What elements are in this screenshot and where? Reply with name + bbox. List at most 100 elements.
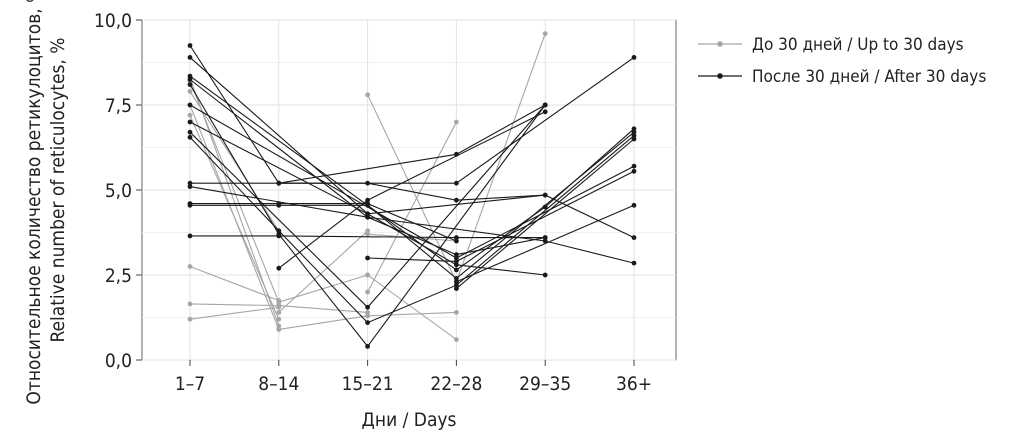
x-tick-label: 1–7 xyxy=(175,373,205,395)
data-point xyxy=(276,265,282,271)
series-line xyxy=(278,274,368,303)
data-point xyxy=(365,228,370,234)
data-point xyxy=(187,89,193,94)
x-axis-title: Дни / Days xyxy=(362,409,457,431)
data-point xyxy=(276,180,282,186)
data-point xyxy=(454,180,459,186)
data-point xyxy=(454,238,459,244)
y-axis: 0,0 2,5 5,0 7,5 10,0 xyxy=(94,10,142,372)
data-point xyxy=(187,73,193,79)
series-line xyxy=(189,306,279,320)
data-point xyxy=(365,255,370,261)
data-point xyxy=(631,260,637,266)
data-point xyxy=(454,337,459,342)
x-tick-label: 36+ xyxy=(616,373,652,395)
data-point xyxy=(276,316,282,322)
data-point xyxy=(187,112,193,118)
series-line xyxy=(367,94,457,283)
data-point xyxy=(631,163,637,169)
data-point xyxy=(276,202,282,208)
x-tick-label: 15–21 xyxy=(342,373,394,395)
legend-label-up-to-30: До 30 дней / Up to 30 days xyxy=(752,35,964,55)
series-line xyxy=(278,230,368,313)
data-point xyxy=(187,233,193,239)
y-axis-title-line2: Relative number of reticulocytes, % xyxy=(47,37,69,342)
data-point xyxy=(365,310,370,315)
data-point xyxy=(365,304,370,310)
legend-label-after-30: После 30 дней / After 30 days xyxy=(752,67,986,87)
data-point xyxy=(542,109,548,115)
series-line xyxy=(189,91,280,232)
data-point xyxy=(276,228,282,234)
data-point xyxy=(631,202,637,208)
data-point xyxy=(187,55,193,60)
data-point xyxy=(454,255,459,261)
data-point xyxy=(454,262,459,268)
data-point xyxy=(631,55,637,60)
data-point xyxy=(454,286,459,291)
data-point xyxy=(365,313,370,319)
data-point xyxy=(276,233,282,239)
series-line xyxy=(455,33,546,282)
series-line xyxy=(190,203,457,242)
series-line xyxy=(456,138,635,290)
y-tick-label: 0,0 xyxy=(105,350,132,372)
data-point xyxy=(365,231,370,237)
data-point xyxy=(542,31,548,36)
legend-marker-up-to-30 xyxy=(717,41,723,47)
data-point xyxy=(276,299,282,305)
data-point xyxy=(542,102,548,108)
data-point xyxy=(276,303,282,308)
data-point xyxy=(454,252,459,257)
x-axis: 1–7 8–14 15–21 22–28 29–35 36+ xyxy=(175,360,652,395)
data-point xyxy=(631,235,637,241)
data-point xyxy=(365,202,370,208)
data-point xyxy=(365,214,370,220)
data-point xyxy=(631,129,637,135)
x-tick-label: 29–35 xyxy=(519,373,571,395)
data-point xyxy=(454,235,459,241)
series-line xyxy=(190,235,546,239)
data-point xyxy=(187,316,193,322)
data-point xyxy=(454,197,459,203)
y-tick-label: 5,0 xyxy=(105,180,132,202)
data-point xyxy=(365,92,370,98)
data-point xyxy=(454,119,459,125)
data-point xyxy=(454,151,459,157)
data-point xyxy=(187,184,193,190)
series-line xyxy=(189,84,546,348)
data-point xyxy=(454,276,459,281)
data-point xyxy=(542,272,548,278)
data-point xyxy=(454,279,459,285)
data-point xyxy=(187,119,193,125)
data-point xyxy=(542,192,548,198)
series-line xyxy=(278,305,368,313)
data-point xyxy=(187,129,193,135)
series-line xyxy=(189,79,635,264)
data-point xyxy=(365,211,370,217)
series-line xyxy=(189,80,280,303)
data-point xyxy=(187,102,193,108)
data-point xyxy=(454,267,459,273)
data-point xyxy=(187,82,193,87)
series-line xyxy=(189,265,279,302)
data-point xyxy=(454,282,459,288)
data-point xyxy=(631,126,637,132)
data-point xyxy=(187,180,193,186)
data-point xyxy=(276,327,282,332)
data-point xyxy=(542,238,548,244)
y-axis-title-line1: Относительное количество ретикулоцитов, … xyxy=(23,0,45,405)
y-tick-label: 7,5 xyxy=(105,95,132,117)
data-point xyxy=(542,235,548,241)
series-line xyxy=(189,114,280,320)
data-point xyxy=(187,43,193,48)
series-line xyxy=(189,303,279,307)
series-line xyxy=(189,56,635,239)
data-point xyxy=(631,136,637,142)
series-line xyxy=(367,121,457,293)
y-tick-label: 10,0 xyxy=(94,10,132,32)
series-line xyxy=(367,311,457,317)
group-after-30-days xyxy=(187,43,637,349)
data-point xyxy=(187,301,193,307)
